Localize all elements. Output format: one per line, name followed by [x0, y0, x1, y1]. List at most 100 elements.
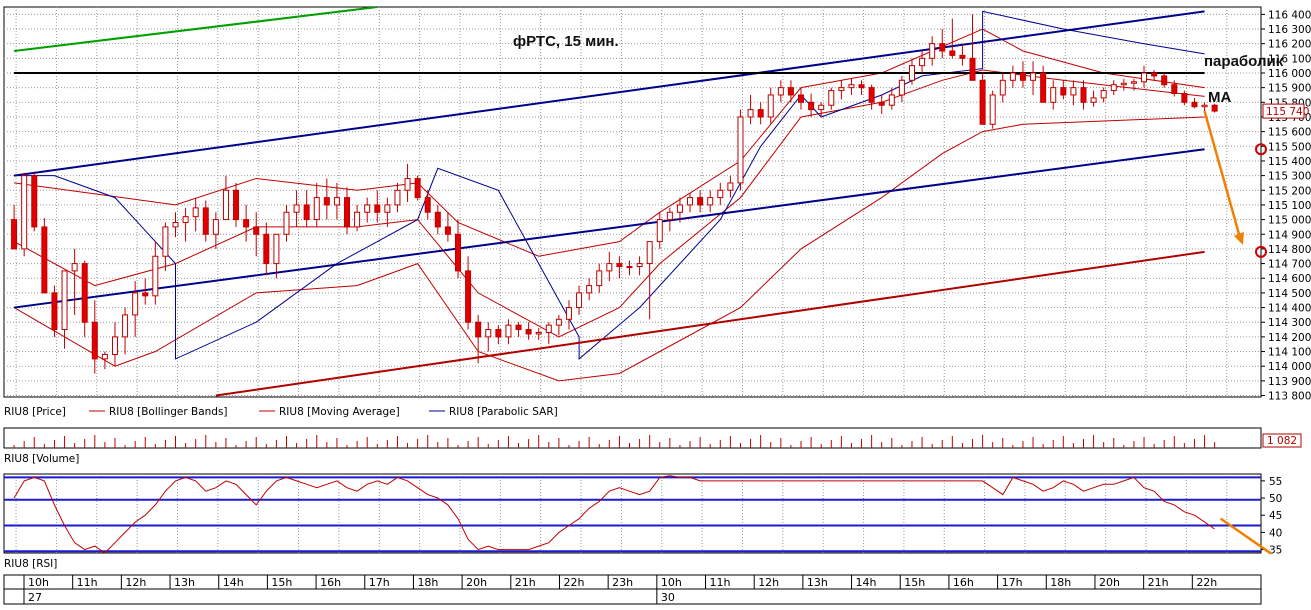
candle[interactable] — [777, 80, 784, 103]
candle[interactable] — [152, 241, 159, 305]
candle[interactable] — [717, 182, 724, 205]
candle[interactable] — [828, 87, 835, 110]
candle[interactable] — [394, 182, 401, 213]
candle[interactable] — [707, 190, 714, 213]
candle[interactable] — [798, 87, 805, 110]
candle[interactable] — [293, 190, 300, 227]
candle[interactable] — [1019, 61, 1026, 88]
candle[interactable] — [737, 109, 744, 191]
candle[interactable] — [949, 18, 956, 59]
candle[interactable] — [818, 102, 825, 117]
candle[interactable] — [51, 285, 58, 337]
candle[interactable] — [808, 93, 815, 117]
candle[interactable] — [283, 204, 290, 242]
candle[interactable] — [444, 212, 451, 242]
candle[interactable] — [1161, 72, 1168, 88]
candle[interactable] — [81, 260, 88, 337]
candle[interactable] — [848, 78, 855, 95]
candle[interactable] — [122, 307, 129, 355]
candle[interactable] — [222, 175, 229, 221]
candle[interactable] — [485, 322, 492, 352]
candle[interactable] — [465, 256, 472, 330]
candle[interactable] — [202, 200, 209, 242]
candle[interactable] — [1080, 80, 1087, 110]
candle[interactable] — [454, 219, 461, 279]
candle[interactable] — [1151, 70, 1158, 81]
candle[interactable] — [858, 80, 865, 95]
candle[interactable] — [898, 75, 905, 103]
candle[interactable] — [656, 212, 663, 249]
candle[interactable] — [888, 87, 895, 110]
candle[interactable] — [576, 285, 583, 315]
candle[interactable] — [41, 218, 48, 294]
candle[interactable] — [565, 300, 572, 330]
candle[interactable] — [374, 190, 381, 223]
candle[interactable] — [344, 187, 351, 235]
candle[interactable] — [1050, 80, 1057, 110]
candle[interactable] — [192, 197, 199, 232]
candle[interactable] — [364, 197, 371, 223]
candle[interactable] — [414, 175, 421, 201]
candle[interactable] — [646, 241, 653, 320]
candle[interactable] — [626, 260, 633, 276]
candle[interactable] — [505, 319, 512, 345]
candle[interactable] — [263, 222, 270, 276]
candle[interactable] — [71, 248, 78, 315]
candle[interactable] — [687, 193, 694, 213]
candle[interactable] — [1130, 78, 1137, 91]
candle[interactable] — [666, 207, 673, 232]
candle[interactable] — [101, 351, 108, 370]
candle[interactable] — [424, 190, 431, 220]
candle[interactable] — [313, 182, 320, 227]
candle[interactable] — [1060, 80, 1067, 100]
volume-pane[interactable] — [3, 427, 1262, 449]
candle[interactable] — [404, 163, 411, 202]
candle[interactable] — [959, 43, 966, 66]
candle[interactable] — [868, 84, 875, 110]
candle[interactable] — [999, 72, 1006, 103]
candle[interactable] — [61, 270, 68, 349]
candle[interactable] — [525, 322, 532, 340]
candle[interactable] — [1201, 102, 1208, 112]
candle[interactable] — [1181, 90, 1188, 106]
candle[interactable] — [111, 322, 118, 367]
candle[interactable] — [1030, 61, 1037, 95]
price-pane[interactable] — [3, 6, 1262, 398]
candle[interactable] — [253, 212, 260, 257]
candle[interactable] — [908, 58, 915, 85]
candle[interactable] — [1090, 90, 1097, 107]
candle[interactable] — [1040, 65, 1047, 103]
candle[interactable] — [1120, 78, 1127, 91]
candle[interactable] — [616, 256, 623, 279]
candle[interactable] — [989, 90, 996, 129]
candle[interactable] — [596, 263, 603, 293]
candle[interactable] — [11, 204, 18, 250]
candle[interactable] — [697, 190, 704, 213]
candle[interactable] — [475, 314, 482, 364]
candle[interactable] — [939, 28, 946, 59]
candle[interactable] — [586, 278, 593, 301]
candle[interactable] — [1191, 97, 1198, 109]
candle[interactable] — [545, 322, 552, 345]
candle[interactable] — [182, 207, 189, 242]
candle[interactable] — [969, 14, 976, 81]
candle[interactable] — [91, 300, 98, 374]
candle[interactable] — [1211, 103, 1218, 113]
candle[interactable] — [606, 251, 613, 282]
candle[interactable] — [636, 256, 643, 276]
candle[interactable] — [878, 94, 885, 115]
candle[interactable] — [1110, 80, 1117, 95]
candle[interactable] — [757, 102, 764, 125]
candle[interactable] — [1009, 65, 1016, 88]
candle[interactable] — [243, 204, 250, 242]
candle[interactable] — [21, 172, 28, 257]
candle[interactable] — [1100, 87, 1107, 103]
candle[interactable] — [787, 80, 794, 103]
candle[interactable] — [515, 322, 522, 337]
candle[interactable] — [1171, 80, 1178, 97]
candle[interactable] — [333, 182, 340, 220]
candle[interactable] — [979, 72, 986, 125]
candle[interactable] — [747, 94, 754, 125]
candle[interactable] — [132, 281, 139, 337]
